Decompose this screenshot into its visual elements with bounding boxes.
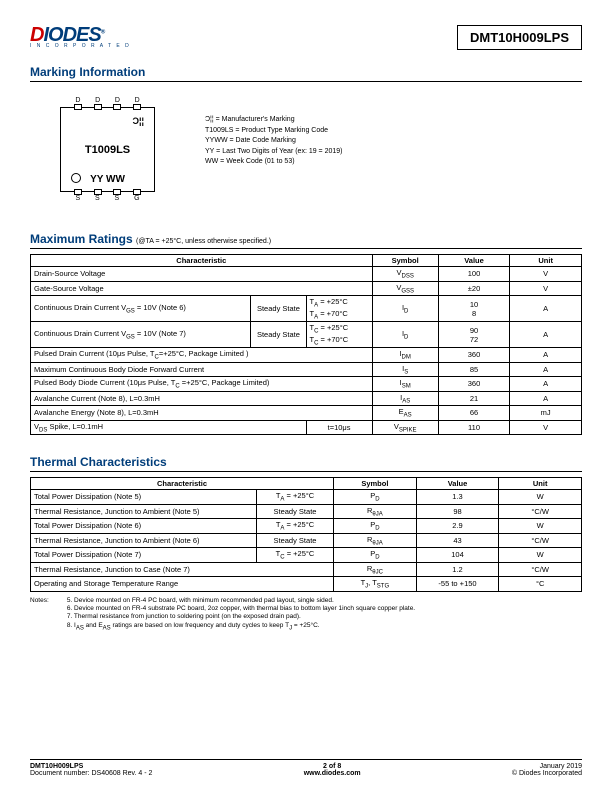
pin-label: S (75, 195, 80, 202)
col-header: Characteristic (31, 255, 373, 267)
legend-line: Ɔ¦¦ = Manufacturer's Marking (205, 115, 343, 126)
col-header: Unit (510, 255, 582, 267)
footer-date: January 2019 (512, 763, 582, 770)
max-ratings-table: Characteristic Symbol Value Unit Drain-S… (30, 254, 582, 435)
note-item: 7. Thermal resistance from junction to s… (67, 613, 415, 621)
legend-line: T1009LS = Product Type Marking Code (205, 126, 343, 137)
chip-diagram: D D D D Ɔ¦¦ T1009LS YY WW S S S G (60, 97, 155, 202)
note-item: 5. Device mounted on FR-4 PC board, with… (67, 597, 415, 605)
table-row: Thermal Resistance, Junction to Ambient … (31, 504, 582, 519)
legend-line: WW = Week Code (01 to 53) (205, 157, 343, 168)
notes-label: Notes: (30, 597, 65, 605)
table-row: Avalanche Energy (Note 8), L=0.3mH EAS 6… (31, 406, 582, 421)
max-ratings-title: Maximum Ratings (@TA = +25°C, unless oth… (30, 232, 582, 249)
logo-subtitle: I N C O R P O R A T E D (30, 43, 131, 49)
col-header: Symbol (372, 255, 438, 267)
table-row: Maximum Continuous Body Diode Forward Cu… (31, 362, 582, 377)
logo-text: DIODES® (30, 25, 131, 45)
table-row: Avalanche Current (Note 8), L=0.3mH IAS … (31, 391, 582, 406)
table-row: Total Power Dissipation (Note 6) TA = +2… (31, 519, 582, 534)
marking-area: D D D D Ɔ¦¦ T1009LS YY WW S S S G Ɔ¦¦ = … (60, 97, 582, 202)
table-row: Gate-Source Voltage VGSS ±20 V (31, 281, 582, 296)
col-header: Unit (499, 478, 582, 490)
chip-mfr-mark: Ɔ¦¦ (132, 116, 144, 126)
legend-line: YY = Last Two Digits of Year (ex: 19 = 2… (205, 147, 343, 158)
chip-product-code: T1009LS (85, 144, 130, 156)
footer-copyright: © Diodes Incorporated (512, 770, 582, 777)
footer-doc: Document number: DS40608 Rev. 4 - 2 (30, 770, 152, 777)
chip-date-code: YY WW (90, 174, 125, 185)
pin-label: D (75, 97, 80, 104)
legend-line: YYWW = Date Code Marking (205, 136, 343, 147)
table-row: Drain-Source Voltage VDSS 100 V (31, 267, 582, 282)
table-row: Total Power Dissipation (Note 5) TA = +2… (31, 490, 582, 505)
thermal-table: Characteristic Symbol Value Unit Total P… (30, 477, 582, 592)
col-header: Value (416, 478, 499, 490)
footer-part: DMT10H009LPS (30, 763, 152, 770)
notes-block: Notes: 5. Device mounted on FR-4 PC boar… (30, 597, 582, 633)
pin-label: D (115, 97, 120, 104)
table-row: Thermal Resistance, Junction to Case (No… (31, 562, 582, 577)
table-row: Pulsed Body Diode Current (10μs Pulse, T… (31, 377, 582, 392)
footer-page: 2 of 8 (304, 763, 361, 770)
pin-label: S (115, 195, 120, 202)
table-row: Total Power Dissipation (Note 7) TC = +2… (31, 548, 582, 563)
thermal-title: Thermal Characteristics (30, 455, 582, 472)
table-row: Continuous Drain Current VGS = 10V (Note… (31, 322, 582, 348)
col-header: Value (438, 255, 510, 267)
page-footer: DMT10H009LPS Document number: DS40608 Re… (30, 759, 582, 777)
note-item: 8. IAS and EAS ratings are based on low … (67, 622, 415, 633)
max-ratings-note: (@TA = +25°C, unless otherwise specified… (136, 238, 271, 245)
page-header: DIODES® I N C O R P O R A T E D DMT10H00… (30, 25, 582, 50)
footer-url: www.diodes.com (304, 770, 361, 777)
col-header: Symbol (334, 478, 417, 490)
chip-pin1-indicator (71, 173, 81, 183)
part-number-box: DMT10H009LPS (457, 25, 582, 50)
pin-label: G (134, 195, 139, 202)
marking-legend: Ɔ¦¦ = Manufacturer's Marking T1009LS = P… (205, 115, 343, 202)
table-row: Thermal Resistance, Junction to Ambient … (31, 533, 582, 548)
note-item: 6. Device mounted on FR-4 substrate PC b… (67, 605, 415, 613)
logo: DIODES® I N C O R P O R A T E D (30, 25, 131, 49)
max-ratings-title-text: Maximum Ratings (30, 232, 133, 246)
marking-title: Marking Information (30, 65, 582, 82)
col-header: Characteristic (31, 478, 334, 490)
pin-label: S (95, 195, 100, 202)
pin-label: D (135, 97, 140, 104)
table-row: Operating and Storage Temperature Range … (31, 577, 582, 592)
table-row: VDS Spike, L=0.1mH t=10μs VSPIKE 110 V (31, 420, 582, 435)
pin-label: D (95, 97, 100, 104)
table-row: Pulsed Drain Current (10μs Pulse, TC=+25… (31, 348, 582, 363)
table-row: Continuous Drain Current VGS = 10V (Note… (31, 296, 582, 322)
